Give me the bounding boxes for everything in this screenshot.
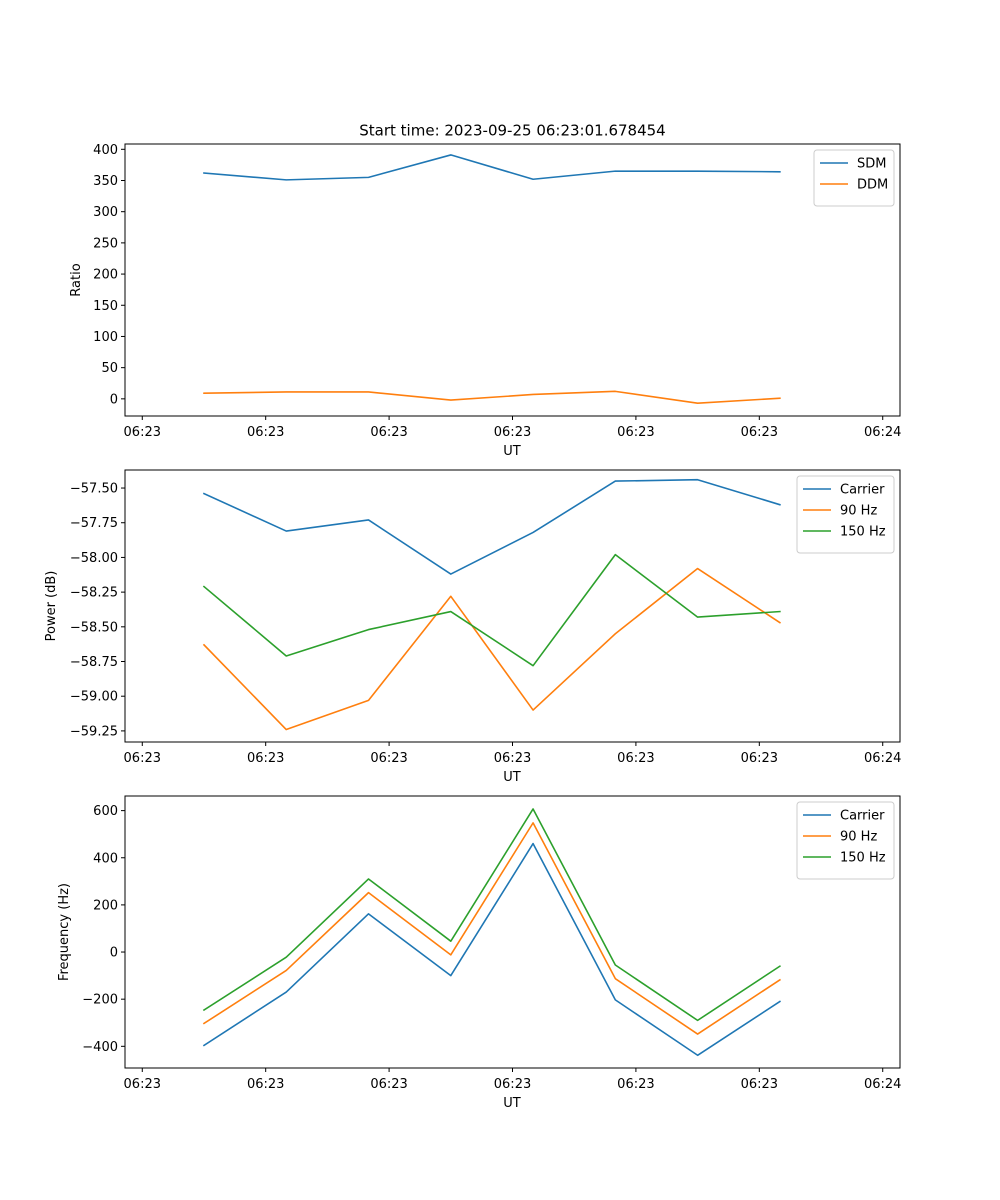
legend-box bbox=[796, 801, 895, 880]
legend-label: 150 Hz bbox=[840, 851, 886, 866]
x-tick-label: 06:23 bbox=[617, 1077, 654, 1092]
y-tick-label: 400 bbox=[93, 851, 118, 866]
series-group bbox=[202, 478, 781, 731]
series-line-ddm bbox=[203, 390, 781, 405]
y-tick-label: −57.50 bbox=[70, 482, 118, 497]
series-line-sdm bbox=[203, 154, 781, 181]
y-tick-label: 200 bbox=[93, 268, 118, 283]
x-tick-label: 06:23 bbox=[370, 1077, 407, 1092]
y-axis-label: Ratio bbox=[69, 263, 84, 296]
y-tick-label: 300 bbox=[93, 205, 118, 220]
y-tick-label: −400 bbox=[82, 1040, 118, 1055]
x-tick-label: 06:23 bbox=[247, 751, 284, 766]
x-tick-label: 06:23 bbox=[124, 751, 161, 766]
legend-label: DDM bbox=[857, 178, 888, 193]
legend: Carrier 90 Hz 150 Hz bbox=[796, 475, 895, 554]
x-axis-label: UT bbox=[503, 770, 521, 785]
legend-label: SDM bbox=[857, 157, 886, 172]
legend-label: 150 Hz bbox=[840, 525, 886, 540]
y-tick-label: −200 bbox=[82, 993, 118, 1008]
panels: 06:23 06:23 06:23 06:23 06:23 06:23 06:24 0 50 10… bbox=[44, 143, 901, 1111]
x-tick-label: 06:23 bbox=[741, 1077, 778, 1092]
chart-panel-3: 06:23 06:23 06:23 06:23 06:23 06:23 06:24 −400 −… bbox=[57, 795, 901, 1111]
y-tick-label: 400 bbox=[93, 143, 118, 158]
y-tick-label: −58.25 bbox=[70, 586, 118, 601]
legend-box bbox=[813, 149, 895, 207]
x-tick-label: 06:23 bbox=[124, 1077, 161, 1092]
x-tick-label: 06:23 bbox=[494, 1077, 531, 1092]
legend: SDM DDM bbox=[813, 149, 895, 207]
series-line-150-hz bbox=[202, 553, 781, 667]
x-tick-label: 06:23 bbox=[247, 1077, 284, 1092]
y-tick-label: 50 bbox=[101, 361, 118, 376]
legend-label: 90 Hz bbox=[840, 504, 877, 519]
series-group bbox=[203, 154, 781, 405]
x-tick-label: 06:23 bbox=[370, 425, 407, 440]
series-group bbox=[202, 808, 781, 1057]
series-line-90-hz bbox=[202, 567, 781, 731]
y-tick-label: −57.75 bbox=[70, 516, 118, 531]
y-tick-label: 350 bbox=[93, 174, 118, 189]
x-tick-label: 06:23 bbox=[124, 425, 161, 440]
x-tick-label: 06:23 bbox=[370, 751, 407, 766]
x-axis-label: UT bbox=[503, 1096, 521, 1111]
x-tick-label: 06:23 bbox=[741, 751, 778, 766]
chart-panel-2: 06:23 06:23 06:23 06:23 06:23 06:23 06:24 −59.2… bbox=[44, 469, 901, 785]
y-tick-label: 150 bbox=[93, 299, 118, 314]
x-tick-label: 06:24 bbox=[864, 1077, 901, 1092]
y-tick-label: −59.00 bbox=[70, 690, 118, 705]
series-line-90-hz bbox=[202, 822, 781, 1035]
y-tick-label: −58.50 bbox=[70, 620, 118, 635]
y-tick-label: 0 bbox=[110, 392, 118, 407]
y-tick-label: 100 bbox=[93, 330, 118, 345]
y-tick-label: −58.75 bbox=[70, 655, 118, 670]
y-tick-label: 600 bbox=[93, 804, 118, 819]
x-tick-label: 06:23 bbox=[617, 751, 654, 766]
legend: Carrier 90 Hz 150 Hz bbox=[796, 801, 895, 880]
legend-label: 90 Hz bbox=[840, 830, 877, 845]
figure-title: Start time: 2023-09-25 06:23:01.678454 bbox=[359, 122, 665, 140]
series-line-carrier bbox=[202, 478, 781, 575]
y-tick-label: 0 bbox=[110, 946, 118, 961]
x-axis-label: UT bbox=[503, 444, 521, 459]
x-tick-label: 06:24 bbox=[864, 751, 901, 766]
x-tick-label: 06:23 bbox=[247, 425, 284, 440]
y-tick-label: 200 bbox=[93, 898, 118, 913]
x-tick-label: 06:24 bbox=[864, 425, 901, 440]
series-line-150-hz bbox=[202, 808, 781, 1022]
y-axis-label: Power (dB) bbox=[44, 571, 59, 642]
x-tick-label: 06:23 bbox=[494, 751, 531, 766]
y-tick-label: −58.00 bbox=[70, 551, 118, 566]
legend-box bbox=[796, 475, 895, 554]
x-tick-label: 06:23 bbox=[617, 425, 654, 440]
x-tick-label: 06:23 bbox=[494, 425, 531, 440]
y-tick-label: 250 bbox=[93, 236, 118, 251]
y-tick-label: −59.25 bbox=[70, 724, 118, 739]
series-line-carrier bbox=[202, 842, 781, 1057]
legend-label: Carrier bbox=[840, 809, 885, 824]
y-axis-label: Frequency (Hz) bbox=[57, 883, 72, 981]
x-tick-label: 06:23 bbox=[741, 425, 778, 440]
legend-label: Carrier bbox=[840, 483, 885, 498]
chart-panel-1: 06:23 06:23 06:23 06:23 06:23 06:23 06:24 0 50 10… bbox=[69, 143, 901, 459]
